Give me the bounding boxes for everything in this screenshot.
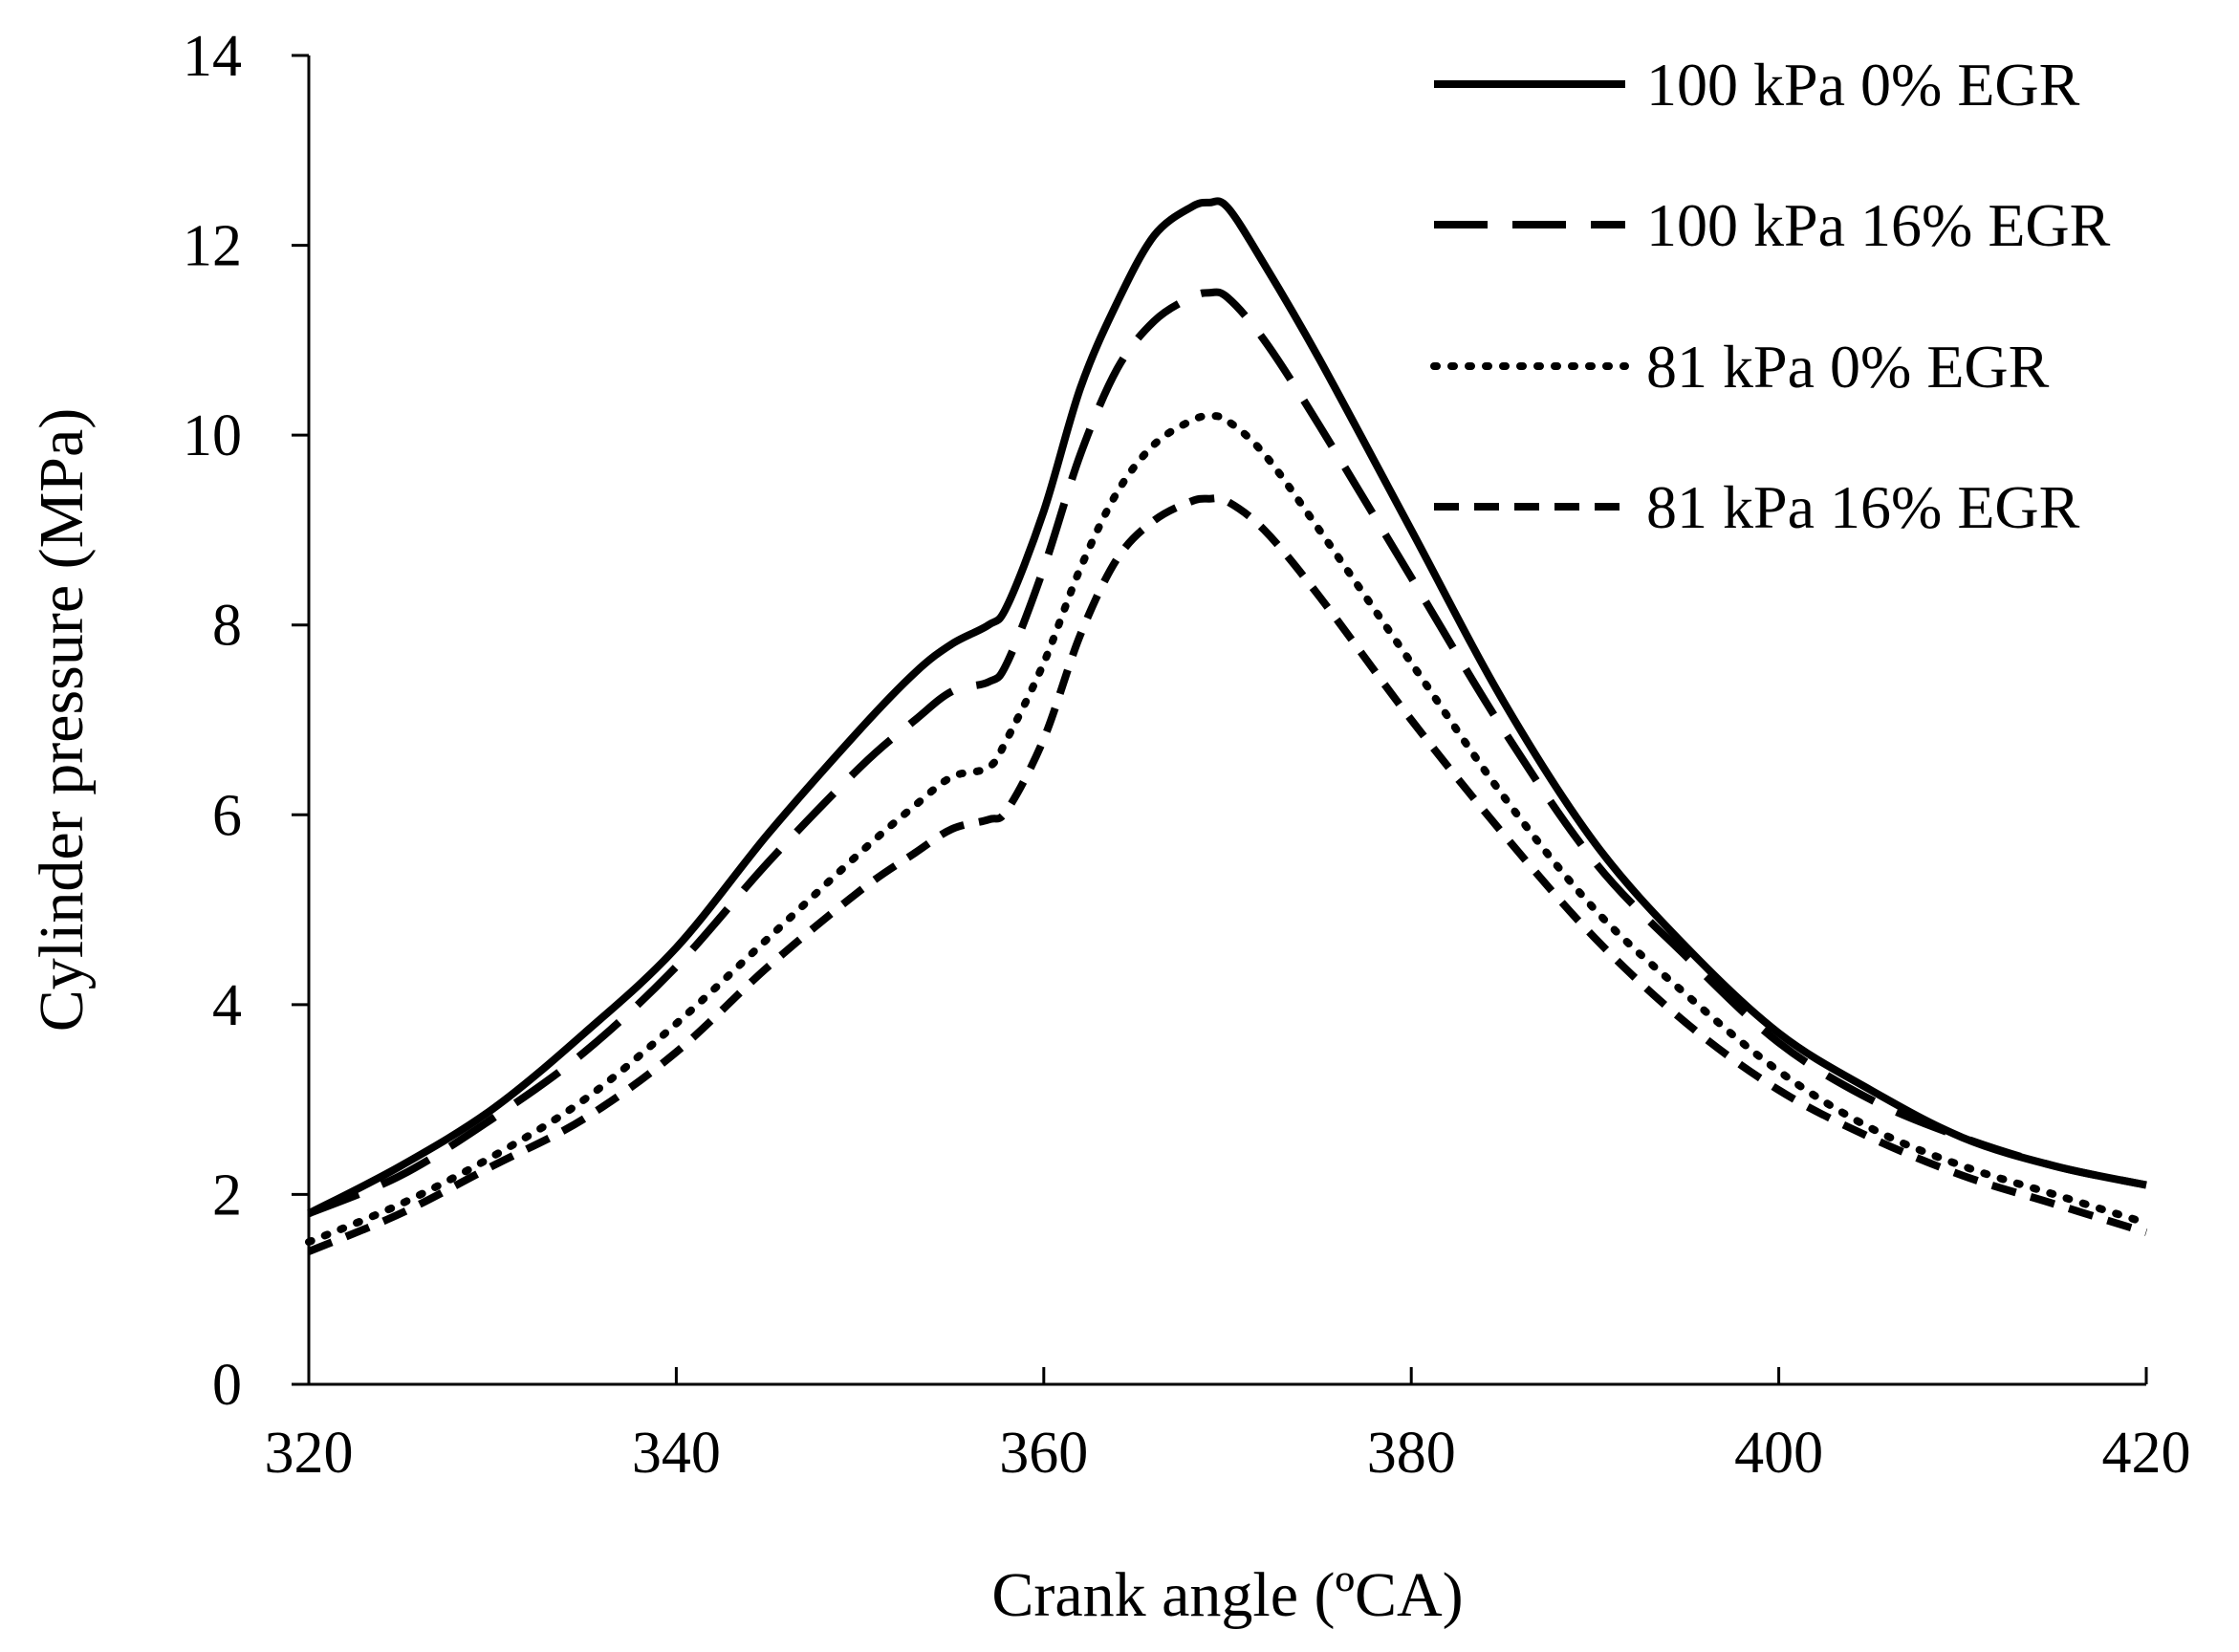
series-layer bbox=[305, 197, 2150, 1255]
y-tick-label: 14 bbox=[183, 24, 242, 89]
series-line-100-kpa-0pct-egr bbox=[307, 197, 2147, 1217]
legend-label: 81 kPa 0% EGR bbox=[1646, 333, 2050, 401]
legend: 100 kPa 0% EGR 100 kPa 16% EGR 81 kPa 0% E… bbox=[1430, 51, 2111, 541]
x-tick-label: 340 bbox=[632, 1421, 721, 1486]
plot-area: 0 2 4 6 8 10 12 14 320 340 360 380 400 420 bbox=[183, 24, 2191, 1486]
legend-label: 81 kPa 16% EGR bbox=[1646, 473, 2080, 541]
y-tick-label: 8 bbox=[212, 594, 242, 659]
x-axis-title: Crank angle (ºCA) bbox=[991, 1560, 1463, 1630]
series-line-81-kpa-16pct-egr bbox=[307, 494, 2148, 1255]
y-tick-label: 10 bbox=[183, 403, 242, 468]
x-tick-label: 380 bbox=[1367, 1421, 1456, 1486]
y-tick-label: 4 bbox=[212, 973, 242, 1038]
series-line-100-kpa-16pct-egr bbox=[307, 288, 2147, 1217]
y-axis-ticks: 0 2 4 6 8 10 12 14 bbox=[183, 24, 309, 1418]
legend-label: 100 kPa 0% EGR bbox=[1646, 51, 2080, 119]
x-tick-label: 420 bbox=[2102, 1421, 2191, 1486]
x-tick-label: 320 bbox=[265, 1421, 354, 1486]
y-tick-label: 6 bbox=[212, 783, 242, 848]
x-tick-label: 400 bbox=[1734, 1421, 1823, 1486]
y-axis-title: Cylinder pressure (MPa) bbox=[27, 408, 97, 1032]
legend-label: 100 kPa 16% EGR bbox=[1646, 191, 2111, 259]
series-line-81-kpa-0pct-egr bbox=[305, 412, 2150, 1247]
y-tick-label: 2 bbox=[212, 1163, 242, 1228]
x-tick-label: 360 bbox=[999, 1421, 1088, 1486]
y-tick-label: 0 bbox=[212, 1353, 242, 1418]
x-axis-ticks: 320 340 360 380 400 420 bbox=[265, 1367, 2191, 1486]
y-tick-label: 12 bbox=[183, 214, 242, 279]
